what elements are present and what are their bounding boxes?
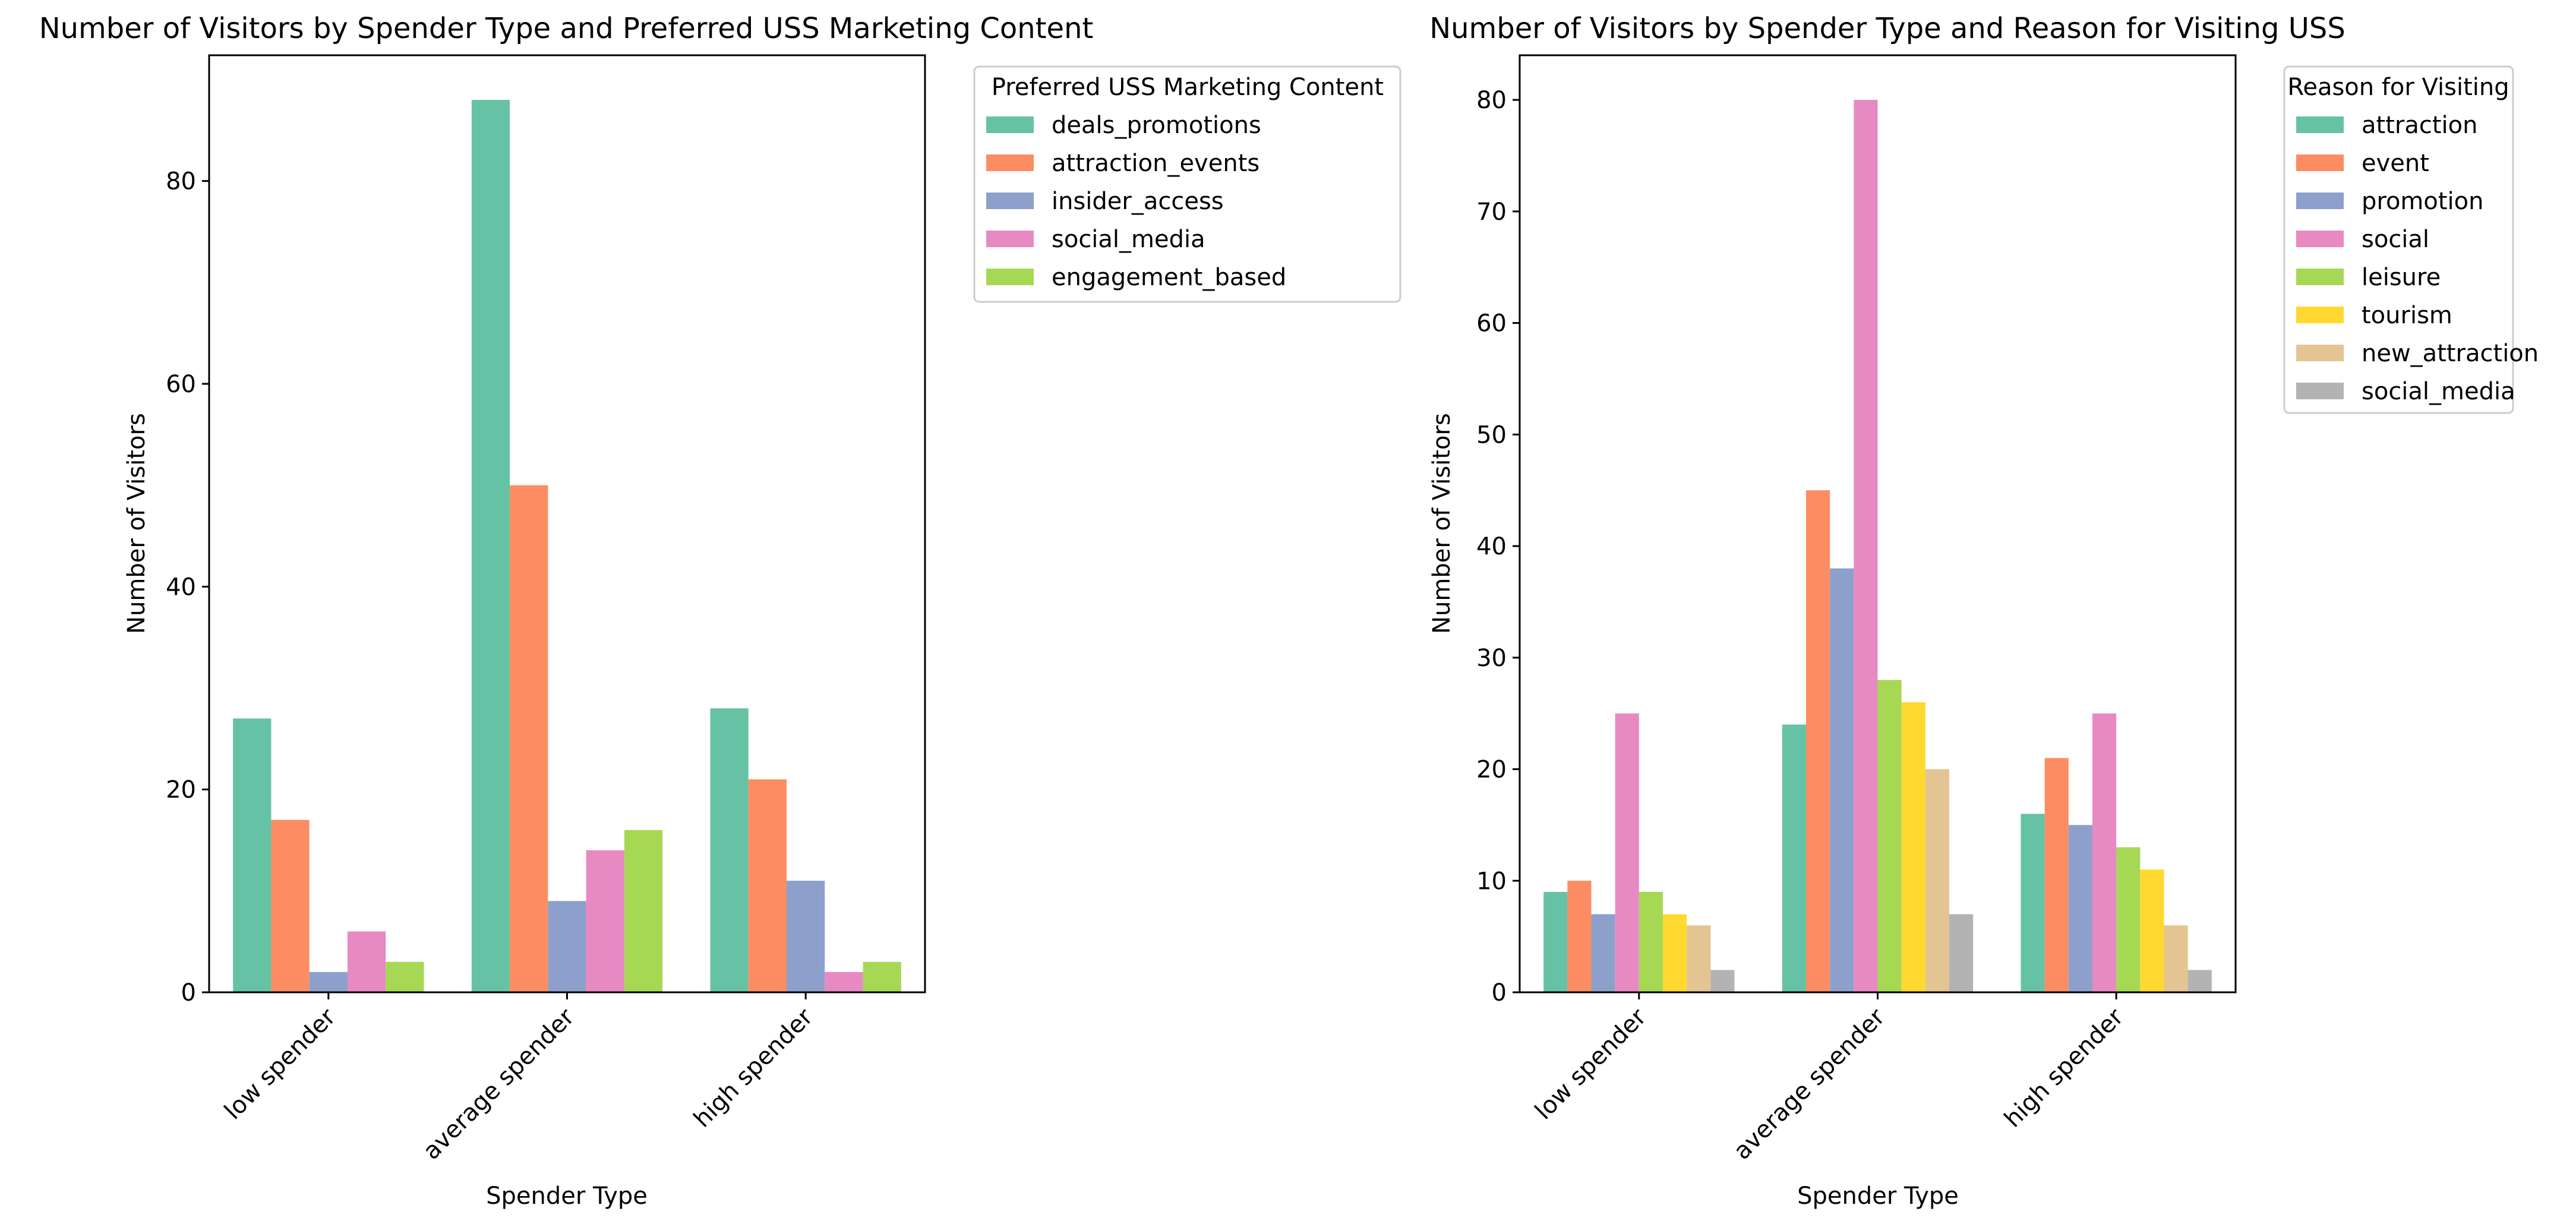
- bar-attraction-low-spender: [1543, 892, 1568, 992]
- legend: Reason for Visiting attraction event promo…: [2283, 65, 2539, 414]
- legend-label: event: [2362, 150, 2429, 177]
- x-axis-label: Spender Type: [486, 1182, 648, 1210]
- bar-insider-access-average-spender: [548, 901, 586, 992]
- bar-promotion-low-spender: [1591, 914, 1615, 992]
- y-tick-label: 60: [1476, 310, 1507, 337]
- bar-insider-access-low-spender: [309, 971, 348, 992]
- legend-label: deals_promotions: [1052, 112, 1261, 139]
- y-tick-label: 40: [1476, 533, 1507, 560]
- legend-label: attraction: [2362, 112, 2477, 139]
- legend-label: social: [2362, 226, 2429, 253]
- bar-engagement-based-low-spender: [386, 961, 424, 992]
- legend-swatch: [986, 116, 1034, 133]
- legend-swatch: [2296, 307, 2344, 323]
- y-tick-label: 80: [166, 168, 196, 195]
- legend-swatch: [2296, 193, 2344, 209]
- y-tick-label: 60: [166, 371, 196, 398]
- legend-swatch: [986, 231, 1034, 247]
- axes-frame: [1519, 54, 2237, 993]
- legend-entries: attraction event promotion social leisure tou…: [2296, 112, 2539, 405]
- legend-swatch: [986, 269, 1034, 285]
- bar-engagement-based-high-spender: [863, 961, 901, 992]
- bar-attraction-events-low-spender: [271, 819, 310, 992]
- bar-attraction-events-average-spender: [510, 485, 548, 992]
- y-tick-label: 20: [166, 777, 196, 804]
- bar-leisure-low-spender: [1639, 892, 1663, 992]
- axes-frame: [208, 54, 926, 993]
- bar-leisure-average-spender: [1877, 680, 1902, 992]
- bar-tourism-high-spender: [2140, 869, 2164, 992]
- legend-swatch: [986, 193, 1034, 209]
- chart-title: Number of Visitors by Spender Type and P…: [39, 12, 1094, 45]
- y-tick-label: 0: [181, 979, 196, 1007]
- legend-frame: [2283, 65, 2514, 414]
- x-axis-label: Spender Type: [1797, 1182, 1959, 1210]
- legend-label: promotion: [2362, 188, 2484, 215]
- bar-new-attraction-average-spender: [1925, 769, 1949, 992]
- y-tick-label: 20: [1476, 756, 1507, 784]
- bar-event-low-spender: [1567, 881, 1592, 992]
- bar-deals-promotions-low-spender: [233, 718, 272, 992]
- legend-label: tourism: [2362, 302, 2452, 329]
- bar-attraction-average-spender: [1782, 724, 1806, 992]
- bar-insider-access-high-spender: [787, 881, 825, 992]
- bar-leisure-high-spender: [2116, 847, 2141, 992]
- legend-label: social_media: [2362, 378, 2515, 405]
- bar-social-media-high-spender: [825, 971, 863, 992]
- bar-engagement-based-average-spender: [624, 829, 663, 992]
- bar-social-media-high-spender: [2187, 970, 2212, 992]
- bar-attraction-events-high-spender: [748, 779, 787, 992]
- y-axis-label: Number of Visitors: [1428, 413, 1456, 634]
- y-tick-label: 50: [1476, 421, 1507, 449]
- chart-title: Number of Visitors by Spender Type and R…: [1429, 12, 2345, 45]
- bar-promotion-high-spender: [2068, 825, 2092, 992]
- bar-deals-promotions-high-spender: [710, 708, 749, 992]
- legend-entries: deals_promotions attraction_eventsinsider…: [986, 112, 1286, 291]
- bar-social-low-spender: [1615, 713, 1639, 992]
- y-tick-label: 0: [1492, 979, 1507, 1007]
- bar-new-attraction-low-spender: [1687, 925, 1711, 992]
- bar-social-media-low-spender: [347, 931, 386, 992]
- legend-title: Preferred USS Marketing Content: [992, 74, 1384, 101]
- bar-social-average-spender: [1854, 100, 1878, 993]
- bar-promotion-average-spender: [1830, 568, 1854, 992]
- legend-label: social_media: [1052, 226, 1205, 253]
- bar-social-media-average-spender: [1949, 914, 1974, 992]
- bar-social-high-spender: [2092, 713, 2117, 992]
- bar-social-media-low-spender: [1710, 970, 1735, 992]
- bar-tourism-low-spender: [1663, 914, 1687, 992]
- bar-event-average-spender: [1806, 490, 1830, 992]
- y-tick-label: 30: [1476, 645, 1507, 672]
- legend-swatch: [2296, 383, 2344, 399]
- legend-label: new_attraction: [2362, 340, 2539, 367]
- y-tick-label: 10: [1476, 868, 1507, 895]
- y-tick-label: 40: [166, 573, 196, 601]
- bar-event-high-spender: [2044, 758, 2069, 992]
- legend-label: insider_access: [1052, 188, 1224, 215]
- y-axis-label: Number of Visitors: [123, 413, 150, 634]
- legend-swatch: [2296, 116, 2344, 133]
- chart-visiting-reason: Number of Visitors by Spender Type and R…: [1428, 12, 2539, 1210]
- legend-swatch: [2296, 154, 2344, 171]
- y-tick-label: 70: [1476, 198, 1507, 226]
- legend-swatch: [2296, 345, 2344, 361]
- legend-label: engagement_based: [1052, 264, 1286, 291]
- legend-frame: [973, 65, 1401, 303]
- legend-swatch: [2296, 231, 2344, 247]
- bar-deals-promotions-average-spender: [471, 100, 510, 993]
- legend-label: leisure: [2362, 264, 2441, 291]
- bar-attraction-high-spender: [2021, 813, 2045, 992]
- legend-swatch: [2296, 269, 2344, 285]
- bar-new-attraction-high-spender: [2164, 925, 2188, 992]
- bar-tourism-average-spender: [1901, 702, 1925, 992]
- legend: Preferred USS Marketing Content deals_pr…: [973, 65, 1401, 303]
- y-tick-label: 80: [1476, 87, 1507, 114]
- legend-swatch: [986, 154, 1034, 171]
- legend-title: Reason for Visiting: [2287, 74, 2509, 101]
- legend-label: attraction_events: [1052, 150, 1259, 177]
- bar-social-media-average-spender: [586, 850, 624, 992]
